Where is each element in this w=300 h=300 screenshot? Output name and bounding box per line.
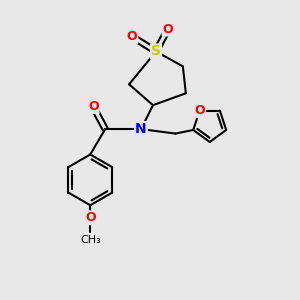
Text: O: O bbox=[127, 30, 137, 43]
Text: S: S bbox=[151, 44, 161, 58]
Text: O: O bbox=[194, 104, 205, 117]
Text: O: O bbox=[163, 22, 173, 36]
Text: CH₃: CH₃ bbox=[80, 235, 101, 245]
Text: O: O bbox=[85, 211, 96, 224]
Text: N: N bbox=[135, 122, 147, 136]
Text: O: O bbox=[88, 100, 99, 113]
